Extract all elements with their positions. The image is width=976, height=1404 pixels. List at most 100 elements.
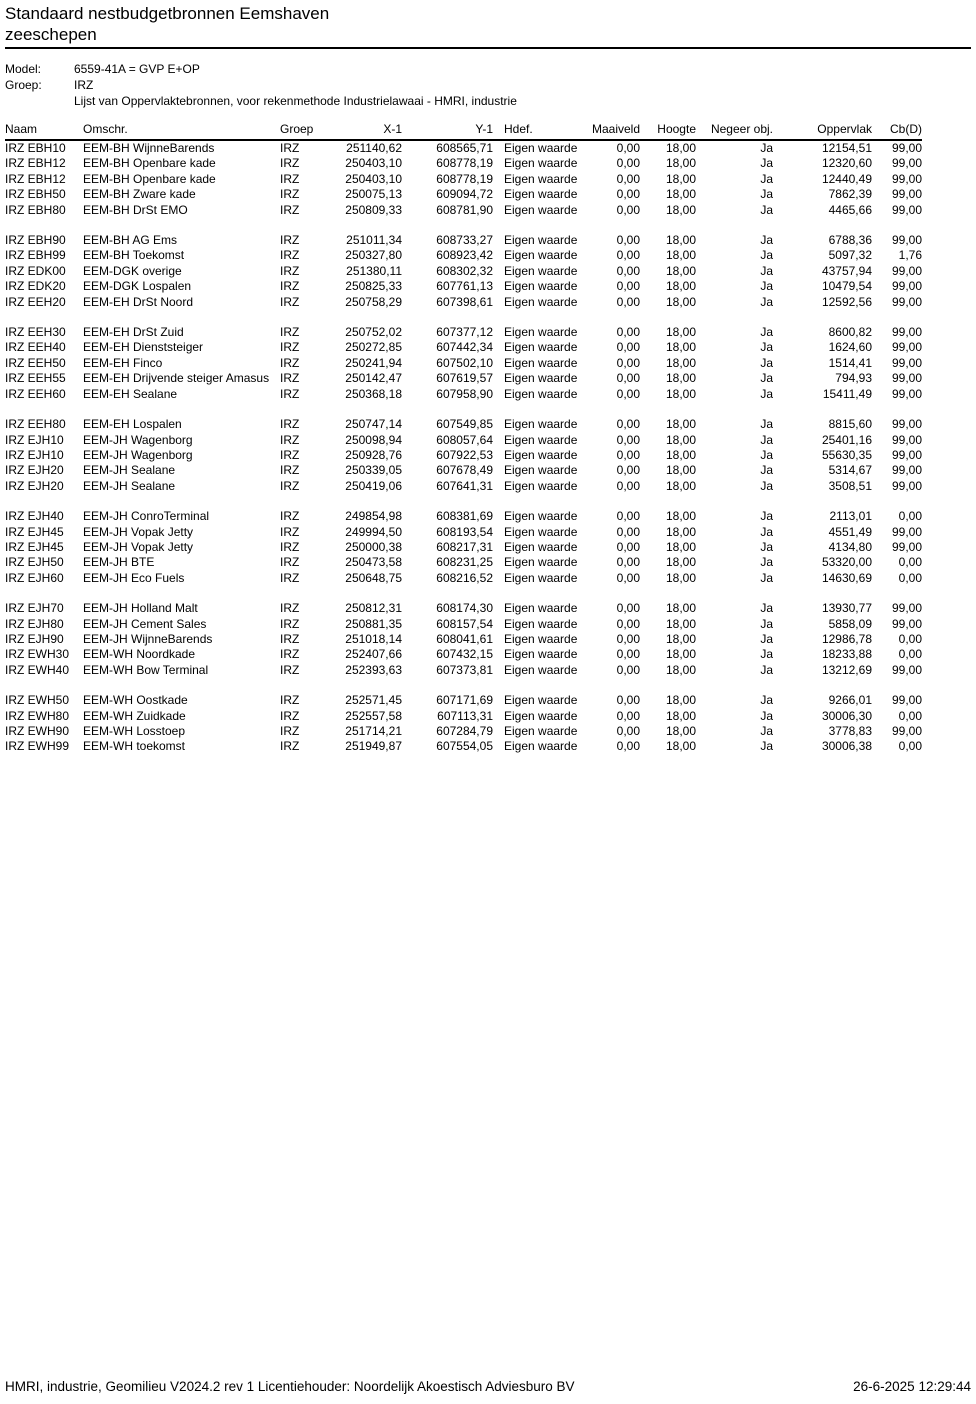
cell-groep: IRZ	[280, 724, 300, 738]
cell-x1: 250752,02	[345, 325, 402, 340]
cell-maaiveld: 0,00	[616, 708, 640, 723]
table-row: IRZ EJH60 EEM-JH Eco Fuels IRZ 250648,75 608…	[5, 571, 922, 586]
cell-oppervlak: 12440,49	[821, 171, 872, 186]
cell-x1: 250809,33	[345, 202, 402, 217]
cell-omschr: EEM-JH ConroTerminal	[83, 509, 210, 524]
cell-cbd: 99,00	[891, 294, 922, 309]
cell-hoogte: 18,00	[665, 662, 696, 677]
cell-negeer_obj: Ja	[760, 463, 773, 478]
cell-omschr: EEM-JH Vopak Jetty	[83, 524, 194, 539]
cell-y1: 608157,54	[436, 616, 493, 631]
cell-negeer_obj: Ja	[760, 570, 773, 585]
cell-x1: 250473,58	[345, 555, 402, 570]
cell-y1: 607502,10	[436, 355, 493, 370]
cell-oppervlak: 4465,66	[828, 202, 872, 217]
cell-y1: 608923,42	[436, 248, 493, 263]
cell-cbd: 0,00	[898, 647, 922, 662]
column-header-naam: Naam	[5, 122, 83, 141]
cell-hdef: Eigen waarde	[504, 616, 578, 631]
cell-naam: IRZ EEH55	[5, 371, 66, 386]
cell-hoogte: 18,00	[665, 708, 696, 723]
cell-omschr: EEM-JH Wagenborg	[83, 432, 193, 447]
cell-y1: 607958,90	[436, 386, 493, 401]
cell-oppervlak: 43757,94	[821, 263, 872, 278]
cell-naam: IRZ EEH50	[5, 355, 66, 370]
cell-hoogte: 18,00	[665, 647, 696, 662]
cell-x1: 252393,63	[345, 662, 402, 677]
cell-oppervlak: 1514,41	[828, 355, 872, 370]
cell-groep: IRZ	[280, 355, 300, 370]
cell-naam: IRZ EJH40	[5, 509, 64, 524]
cell-maaiveld: 0,00	[616, 386, 640, 401]
column-header-groep: Groep	[280, 122, 329, 141]
cell-hoogte: 18,00	[665, 509, 696, 524]
cell-y1: 608057,64	[436, 432, 493, 447]
cell-groep: IRZ	[280, 417, 300, 432]
table-row: IRZ EEH30 EEM-EH DrSt Zuid IRZ 250752,02 607…	[5, 325, 922, 340]
cell-x1: 249854,98	[345, 509, 402, 524]
cell-hoogte: 18,00	[665, 693, 696, 708]
cell-cbd: 99,00	[891, 187, 922, 202]
cell-hdef: Eigen waarde	[504, 739, 578, 754]
cell-oppervlak: 25401,16	[821, 432, 872, 447]
cell-omschr: EEM-EH DrSt Noord	[83, 294, 194, 309]
cell-negeer_obj: Ja	[760, 447, 773, 462]
cell-hoogte: 18,00	[665, 631, 696, 646]
cell-y1: 608216,52	[436, 570, 493, 585]
cell-oppervlak: 2113,01	[829, 509, 873, 524]
cell-y1: 608231,25	[436, 555, 493, 570]
group-spacer	[5, 310, 922, 325]
cell-hoogte: 18,00	[665, 187, 696, 202]
cell-hdef: Eigen waarde	[504, 202, 578, 217]
cell-groep: IRZ	[280, 386, 300, 401]
cell-maaiveld: 0,00	[616, 724, 640, 738]
cell-hoogte: 18,00	[665, 616, 696, 631]
cell-omschr: EEM-EH Drijvende steiger Amasus	[83, 371, 270, 386]
table-row: IRZ EEH20 EEM-EH DrSt Noord IRZ 250758,29 60…	[5, 295, 922, 310]
cell-cbd: 99,00	[891, 386, 922, 401]
cell-maaiveld: 0,00	[616, 417, 640, 432]
cell-maaiveld: 0,00	[616, 693, 640, 708]
cell-y1: 608778,19	[436, 156, 493, 171]
cell-hdef: Eigen waarde	[504, 171, 578, 186]
table-row: IRZ EBH50 EEM-BH Zware kade IRZ 250075,13 60…	[5, 187, 922, 202]
cell-x1: 250000,38	[345, 539, 402, 554]
cell-cbd: 99,00	[891, 478, 922, 493]
cell-hdef: Eigen waarde	[504, 141, 578, 155]
group-spacer	[5, 494, 922, 509]
cell-naam: IRZ EJH45	[5, 539, 64, 554]
cell-hoogte: 18,00	[665, 724, 696, 738]
cell-negeer_obj: Ja	[760, 202, 773, 217]
cell-hdef: Eigen waarde	[504, 724, 578, 738]
cell-oppervlak: 12154,51	[821, 141, 872, 155]
cell-cbd: 99,00	[891, 524, 922, 539]
cell-maaiveld: 0,00	[616, 739, 640, 754]
cell-negeer_obj: Ja	[760, 294, 773, 309]
cell-omschr: EEM-JH Vopak Jetty	[83, 539, 194, 554]
cell-omschr: EEM-JH Sealane	[83, 478, 176, 493]
group-spacer	[5, 586, 922, 601]
cell-groep: IRZ	[280, 248, 300, 263]
cell-oppervlak: 9266,01	[828, 693, 872, 708]
table-row: IRZ EJH20 EEM-JH Sealane IRZ 250419,06 60764…	[5, 479, 922, 494]
cell-y1: 608565,71	[436, 141, 493, 155]
cell-naam: IRZ EBH90	[5, 233, 66, 248]
cell-negeer_obj: Ja	[760, 248, 773, 263]
cell-groep: IRZ	[280, 616, 300, 631]
cell-maaiveld: 0,00	[616, 539, 640, 554]
cell-cbd: 99,00	[891, 616, 922, 631]
cell-cbd: 0,00	[898, 631, 922, 646]
cell-cbd: 99,00	[891, 724, 922, 738]
cell-hoogte: 18,00	[665, 325, 696, 340]
cell-omschr: EEM-BH DrSt EMO	[83, 202, 188, 217]
cell-hoogte: 18,00	[665, 171, 696, 186]
cell-groep: IRZ	[280, 187, 300, 202]
cell-omschr: EEM-JH Wagenborg	[83, 447, 193, 462]
cell-y1: 607922,53	[436, 447, 493, 462]
cell-y1: 608778,19	[436, 171, 493, 186]
cell-groep: IRZ	[280, 463, 300, 478]
cell-oppervlak: 1624,60	[828, 340, 872, 355]
cell-naam: IRZ EBH80	[5, 202, 66, 217]
cell-hdef: Eigen waarde	[504, 570, 578, 585]
cell-maaiveld: 0,00	[616, 616, 640, 631]
